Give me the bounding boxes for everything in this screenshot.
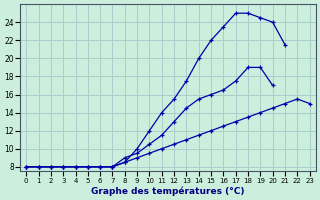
X-axis label: Graphe des températures (°C): Graphe des températures (°C) bbox=[91, 186, 245, 196]
